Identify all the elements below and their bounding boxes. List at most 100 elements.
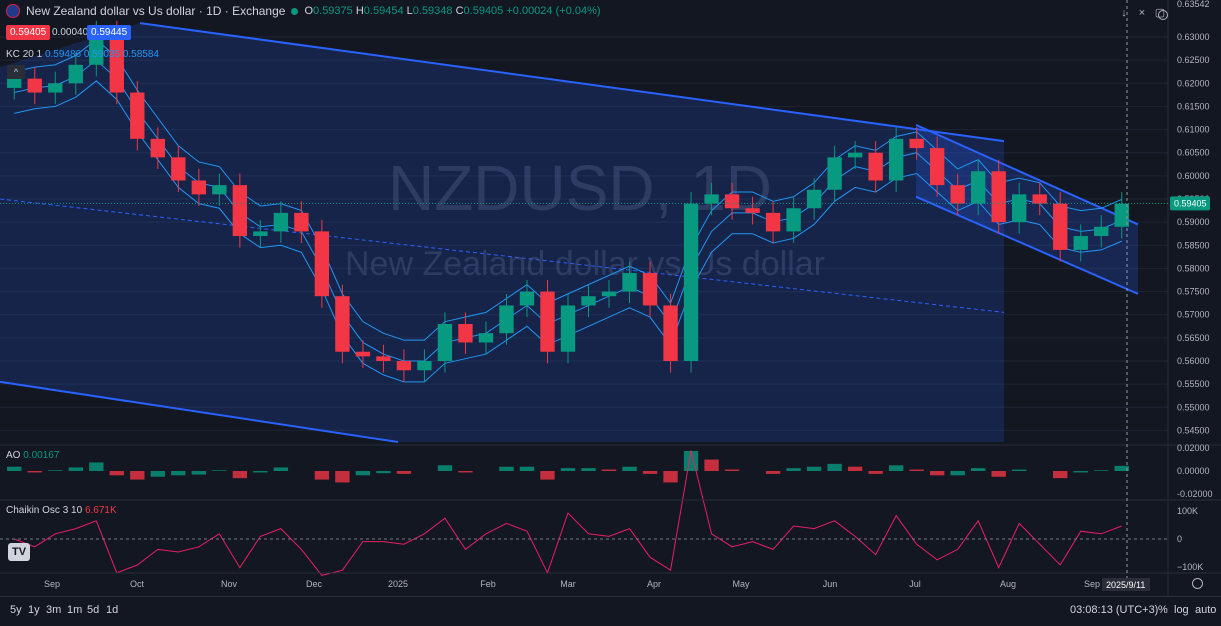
ao-bar <box>642 471 658 474</box>
price-tick-label: 0.54500 <box>1177 425 1210 435</box>
ao-tick-label: 0.02000 <box>1177 443 1210 453</box>
percent-toggle[interactable]: % <box>1158 604 1168 616</box>
ao-bar <box>847 466 863 471</box>
candle-body <box>847 152 863 158</box>
price-tick-label: 0.60000 <box>1177 171 1210 181</box>
log-toggle[interactable]: log <box>1174 604 1189 616</box>
price-tick-label: 0.60500 <box>1177 148 1210 158</box>
ohlc-values: O0.59375 H0.59454 L0.59348 C0.59405 +0.0… <box>304 5 601 17</box>
ao-bar <box>7 466 22 471</box>
timeframe-3m[interactable]: 3m <box>46 604 62 616</box>
collapse-legend-button[interactable]: ^ <box>7 65 25 79</box>
candle-body <box>253 231 268 237</box>
channel-upper-line <box>139 22 1005 143</box>
kc-legend[interactable]: KC 20 1 0.59486 0.59035 0.58584 <box>6 49 159 60</box>
time-tick-label: Aug <box>1000 579 1016 589</box>
ao-bar <box>437 465 453 471</box>
ao-bar <box>806 466 822 471</box>
candle-body <box>417 360 432 371</box>
candle-body <box>232 185 248 237</box>
ao-bar <box>540 471 555 480</box>
candle-body <box>89 32 104 65</box>
ao-bar <box>499 466 514 471</box>
ao-bar <box>1053 471 1068 479</box>
ao-bar <box>1073 471 1088 473</box>
ao-bar <box>519 466 535 471</box>
candle-body <box>1094 226 1109 237</box>
chaikin-line <box>0 450 1168 576</box>
ao-bar <box>929 471 945 476</box>
ao-bar <box>48 470 63 471</box>
sell-button[interactable]: 0.59405 <box>6 25 51 40</box>
price-tick-label: 0.59000 <box>1177 217 1210 227</box>
price-top-label: 0.63542 <box>1177 0 1210 9</box>
candle-body <box>622 273 637 292</box>
time-tick-label: Apr <box>647 579 661 589</box>
candle-body <box>27 78 42 93</box>
watermark-symbol: NZDUSD, 1D <box>388 152 772 224</box>
ao-tick-label: 0.00000 <box>1177 466 1210 476</box>
candle-body <box>519 291 535 306</box>
candle-body <box>929 148 945 186</box>
timeframe-1d[interactable]: 1d <box>106 604 119 616</box>
price-tick-label: 0.55000 <box>1177 402 1210 412</box>
auto-toggle[interactable]: auto <box>1195 604 1217 616</box>
timeframe-1m[interactable]: 1m <box>67 604 83 616</box>
ao-bar <box>622 466 637 471</box>
watermark-name: New Zealand dollar vs Us dollar <box>345 245 825 283</box>
clock[interactable]: 03:08:13 (UTC+3) <box>1070 604 1159 616</box>
close-icon[interactable]: × <box>1138 7 1146 19</box>
buy-button[interactable]: 0.59445 <box>87 25 132 40</box>
short-channel-lower <box>915 195 1139 295</box>
channels <box>0 22 1139 443</box>
refresh-icon[interactable] <box>1158 10 1168 20</box>
candle-body <box>478 333 494 343</box>
channel-mid-line <box>0 198 1005 313</box>
candle-body <box>150 138 165 158</box>
chaikin-tick-label: −100K <box>1177 562 1203 572</box>
candle-body <box>868 152 883 181</box>
current-price-box <box>1170 196 1210 211</box>
time-tick-label: Sep <box>1084 579 1100 589</box>
ao-bar <box>683 450 699 471</box>
grid <box>0 36 1168 431</box>
settings-gear-icon[interactable] <box>1192 578 1203 589</box>
axes: 0.63000 0.62500 0.62000 0.61500 0.61000 0.605… <box>0 0 1221 596</box>
time-tick-label: May <box>732 579 750 589</box>
current-price-label: 0.59405 <box>1174 198 1207 208</box>
candle-body <box>68 64 83 84</box>
candle-body <box>396 360 412 371</box>
chaikin-line-path <box>14 450 1122 576</box>
chart-canvas[interactable]: NZDUSD, 1D New Zealand dollar vs Us doll… <box>0 0 1221 596</box>
timeframe-5d[interactable]: 5d <box>87 604 100 616</box>
candles <box>7 20 1129 382</box>
candle-body <box>642 273 658 306</box>
down-arrow-icon[interactable]: ↓ <box>1121 7 1127 19</box>
timeframe-5y[interactable]: 5y <box>10 604 22 616</box>
time-tick-label: Jul <box>909 579 921 589</box>
candle-body <box>7 78 22 88</box>
symbol-title[interactable]: New Zealand dollar vs Us dollar · 1D · E… <box>26 4 286 18</box>
ao-bar <box>1012 469 1027 471</box>
chaikin-legend[interactable]: Chaikin Osc 3 10 6.671K <box>6 505 117 516</box>
time-tick-label: 2025 <box>388 579 408 589</box>
ao-bar <box>724 469 740 471</box>
ao-legend[interactable]: AO 0.00167 <box>6 450 60 461</box>
bottom-toolbar <box>0 596 1221 626</box>
ao-bar <box>971 468 986 471</box>
candle-body <box>765 212 781 232</box>
candle-body <box>827 157 842 190</box>
ao-bar <box>335 471 350 483</box>
candle-body <box>437 323 453 361</box>
timeframe-1y[interactable]: 1y <box>28 604 40 616</box>
price-tick-label: 0.56000 <box>1177 356 1210 366</box>
price-tick-label: 0.61500 <box>1177 101 1210 111</box>
ao-bar <box>212 470 227 471</box>
ao-bar <box>1114 465 1129 471</box>
time-tick-label: Feb <box>480 579 496 589</box>
candle-body <box>273 212 289 232</box>
nzd-flag-icon <box>6 4 20 18</box>
tradingview-logo[interactable]: TV <box>8 543 30 561</box>
candle-body <box>540 291 555 352</box>
